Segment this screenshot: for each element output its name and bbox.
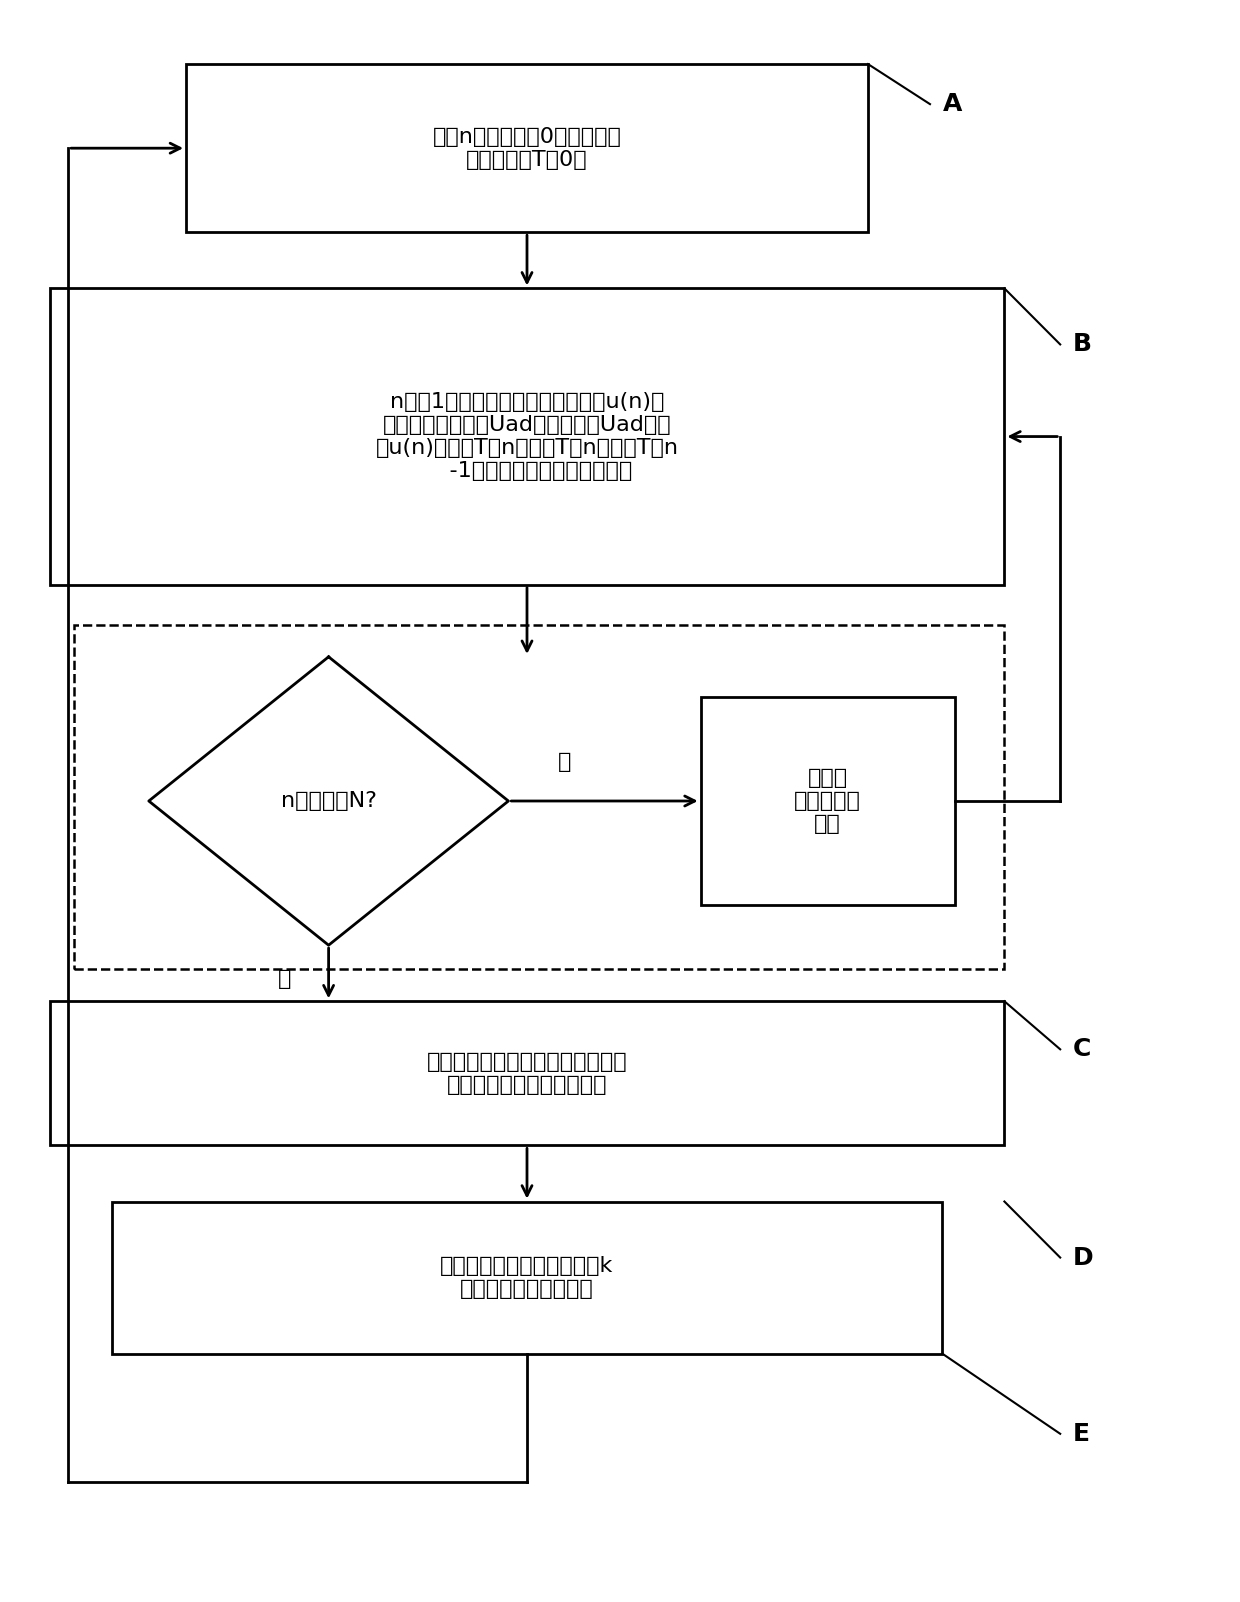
FancyBboxPatch shape [74, 625, 1004, 969]
FancyBboxPatch shape [50, 288, 1004, 585]
Text: 否: 否 [558, 753, 570, 772]
Text: n自增1，根据约束条件，得到包含u(n)所
有可能取值的集合Uad，创建对应Uad中每
个u(n)的节点T（n），将T（n）做为T（n
    -1）的子节点连: n自增1，根据约束条件，得到包含u(n)所 有可能取值的集合Uad，创建对应Ua… [376, 392, 678, 481]
Text: 设定n的初始值为0，创建决策
树的根节点T（0）: 设定n的初始值为0，创建决策 树的根节点T（0） [433, 127, 621, 170]
Text: E: E [1073, 1423, 1090, 1445]
Text: n是否等于N?: n是否等于N? [280, 791, 377, 811]
Text: 从决策树中找到总等待时间最小的
分支，获得相应的控制序列: 从决策树中找到总等待时间最小的 分支，获得相应的控制序列 [427, 1053, 627, 1094]
FancyBboxPatch shape [186, 64, 868, 232]
Polygon shape [149, 657, 508, 945]
FancyBboxPatch shape [50, 1001, 1004, 1145]
Text: C: C [1073, 1038, 1091, 1061]
Text: B: B [1073, 333, 1091, 356]
Text: 是: 是 [278, 969, 291, 988]
FancyBboxPatch shape [112, 1202, 942, 1354]
Text: D: D [1073, 1246, 1094, 1269]
FancyBboxPatch shape [701, 697, 955, 905]
Text: 根据所述控制序列，输出前k
个绿灯相位的控制序列: 根据所述控制序列，输出前k 个绿灯相位的控制序列 [440, 1256, 614, 1299]
Text: 对决策
树进行剪枝
操作: 对决策 树进行剪枝 操作 [795, 767, 861, 835]
Text: A: A [942, 93, 962, 115]
